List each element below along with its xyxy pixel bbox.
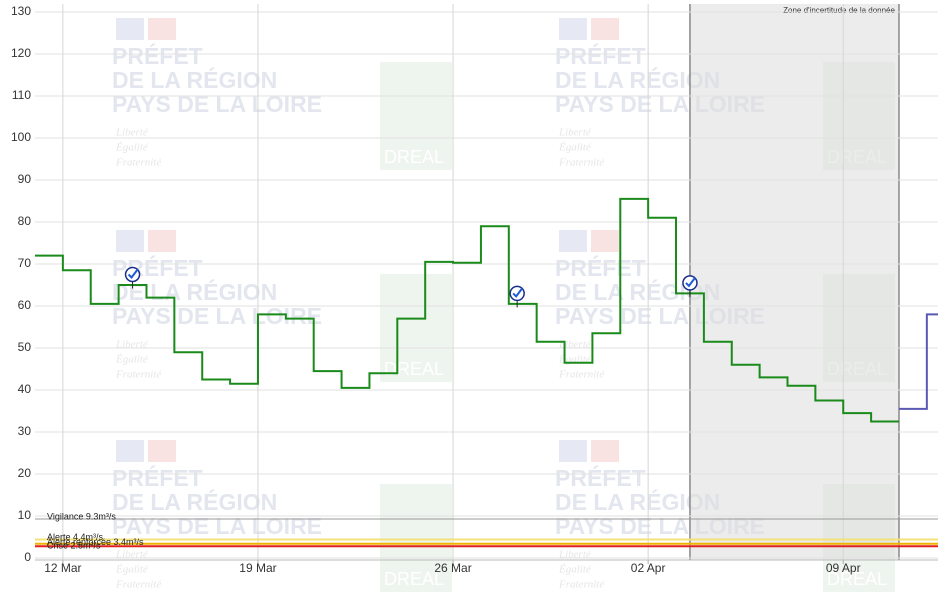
wm-flag: [559, 230, 587, 252]
y-tick-label: 60: [18, 298, 32, 312]
step-line: [898, 313, 938, 410]
wm-text: PAYS DE LA LOIRE: [112, 513, 322, 539]
wm-motto: Liberté: [558, 127, 592, 139]
wm-text: PRÉFET: [112, 464, 203, 491]
y-tick-label: 0: [24, 550, 31, 564]
wm-flag: [559, 18, 587, 40]
validation-marker: [682, 275, 698, 297]
wm-motto: Fraternité: [115, 579, 162, 591]
wm-motto: Liberté: [558, 339, 592, 351]
wm-flag: [148, 230, 176, 252]
wm-flag: [116, 230, 144, 252]
wm-text: DE LA RÉGION: [112, 66, 277, 93]
marker-check: [685, 277, 696, 288]
x-tick-label: 09 Apr: [826, 561, 861, 575]
wm-badge: [380, 484, 452, 592]
wm-badge-text: DREAL: [827, 569, 887, 589]
wm-motto: Fraternité: [558, 369, 605, 381]
wm-motto: Égalité: [115, 142, 149, 154]
wm-motto: Égalité: [115, 354, 149, 366]
step-line: [35, 197, 899, 423]
wm-motto: Fraternité: [558, 579, 605, 591]
wm-badge: [380, 62, 452, 170]
y-tick-label: 120: [11, 46, 31, 60]
y-tick-label: 10: [18, 508, 32, 522]
wm-motto: Fraternité: [558, 157, 605, 169]
validation-marker: [509, 285, 525, 308]
x-tick-label: 26 Mar: [434, 561, 471, 575]
uncertainty-zone: [689, 4, 899, 560]
wm-text: PRÉFET: [555, 42, 646, 69]
wm-flag: [148, 18, 176, 40]
y-tick-label: 50: [18, 340, 32, 354]
validation-marker: [124, 266, 141, 289]
wm-flag: [559, 440, 587, 462]
wm-badge-text: DREAL: [384, 147, 444, 167]
y-tick-label: 70: [18, 256, 32, 270]
wm-flag: [148, 440, 176, 462]
wm-motto: Fraternité: [115, 157, 162, 169]
wm-badge-text: DREAL: [384, 359, 444, 379]
wm-motto: Liberté: [558, 549, 592, 561]
x-tick-label: 19 Mar: [239, 561, 276, 575]
x-tick-label: 12 Mar: [44, 561, 81, 575]
y-tick-label: 130: [11, 4, 31, 18]
wm-flag: [591, 440, 619, 462]
x-tick-label: 02 Apr: [631, 561, 666, 575]
threshold-label: Vigilance 9.3m³/s: [47, 511, 116, 521]
wm-text: PRÉFET: [112, 42, 203, 69]
wm-text: PRÉFET: [555, 254, 646, 281]
wm-motto: Égalité: [558, 564, 592, 576]
marker-check: [127, 268, 139, 280]
wm-motto: Liberté: [115, 339, 149, 351]
threshold-label: Alerte renforcée 3.4m³/s: [47, 537, 144, 547]
y-tick-label: 100: [11, 130, 31, 144]
wm-text: DE LA RÉGION: [112, 488, 277, 515]
wm-motto: Égalité: [115, 564, 149, 576]
y-tick-label: 30: [18, 424, 32, 438]
wm-badge-text: DREAL: [384, 569, 444, 589]
y-tick-label: 40: [18, 382, 32, 396]
wm-motto: Liberté: [115, 549, 149, 561]
wm-flag: [591, 18, 619, 40]
marker-check: [512, 287, 523, 298]
y-tick-label: 110: [12, 88, 31, 102]
wm-motto: Égalité: [558, 354, 592, 366]
wm-flag: [116, 18, 144, 40]
threshold-label: Alerte 4.4m³/s: [47, 532, 104, 542]
wm-text: PAYS DE LA LOIRE: [112, 91, 322, 117]
y-tick-label: 20: [18, 466, 32, 480]
wm-text: PRÉFET: [555, 464, 646, 491]
wm-text: DE LA RÉGION: [112, 278, 277, 305]
y-tick-label: 80: [18, 214, 32, 228]
wm-flag: [591, 230, 619, 252]
threshold-label: Crise 2.8m³/s: [47, 541, 101, 551]
wm-motto: Égalité: [558, 142, 592, 154]
y-tick-label: 90: [18, 172, 32, 186]
wm-motto: Liberté: [115, 127, 149, 139]
wm-text: PAYS DE LA LOIRE: [112, 303, 322, 329]
wm-flag: [116, 440, 144, 462]
zone-label: Zone d'incertitude de la donnée: [783, 6, 895, 15]
wm-badge: [380, 274, 452, 382]
wm-motto: Fraternité: [115, 369, 162, 381]
